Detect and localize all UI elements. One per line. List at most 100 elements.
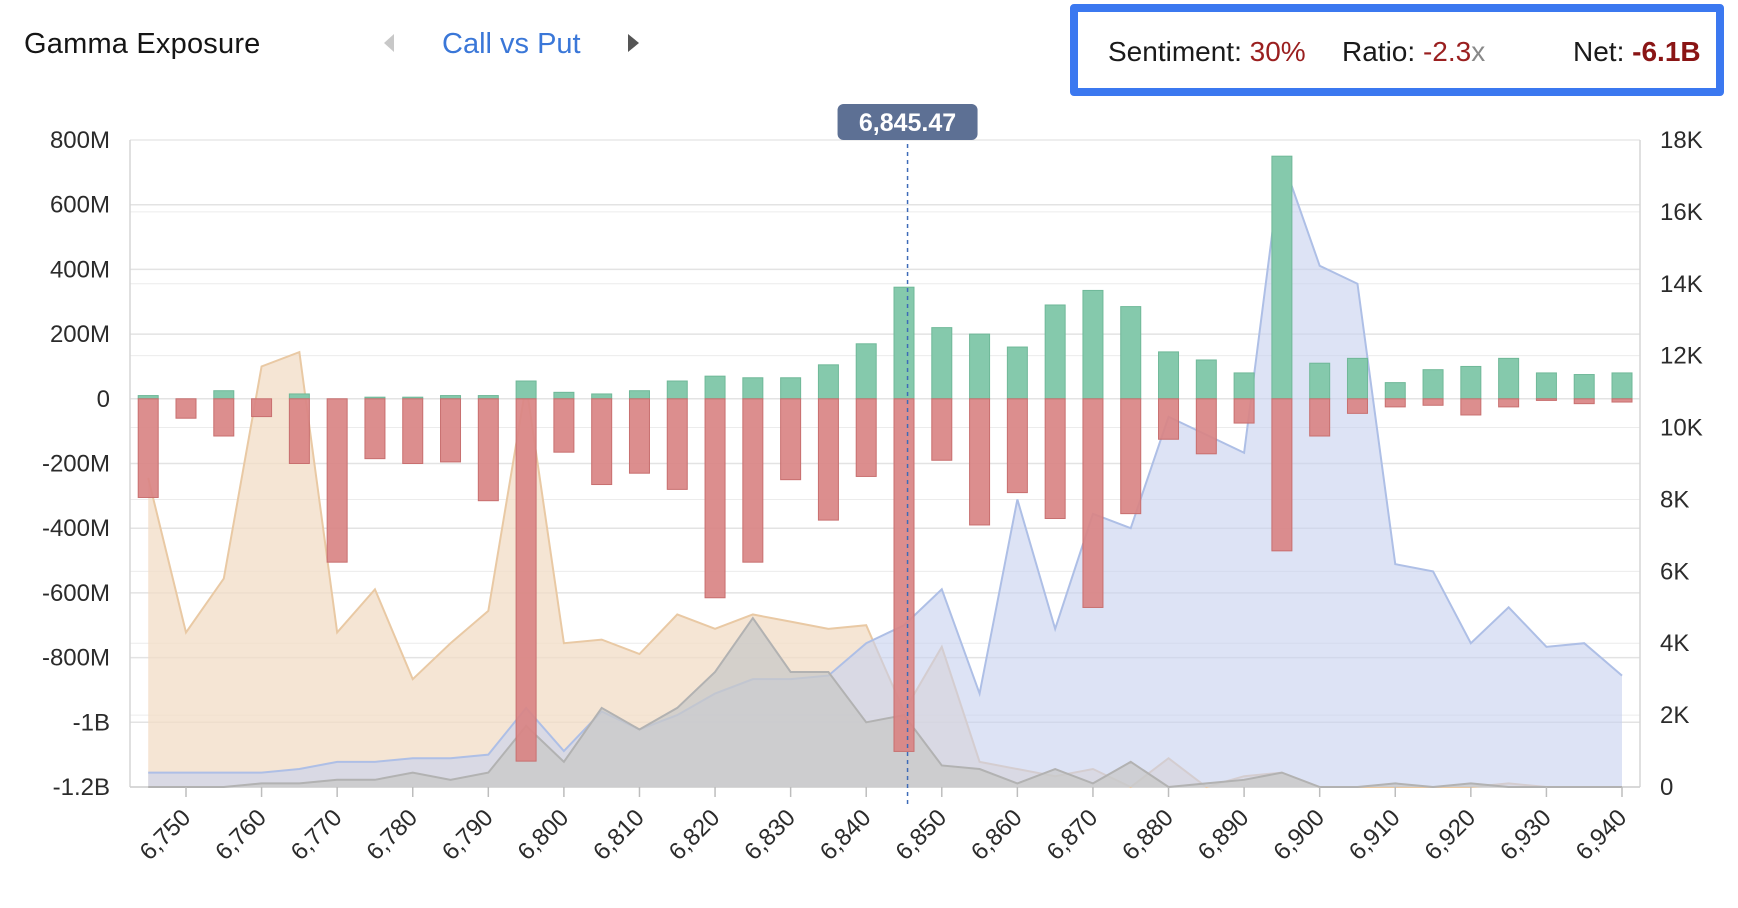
x-tick-label: 6,810: [588, 804, 650, 866]
put-gamma-bar: [704, 398, 726, 599]
y-left-tick-label: 400M: [50, 256, 110, 283]
x-tick-label: 6,870: [1042, 804, 1104, 866]
put-gamma-bar: [780, 398, 802, 481]
put-gamma-bar: [1082, 398, 1104, 608]
put-gamma-bar: [364, 398, 386, 460]
sentiment-label: Sentiment:: [1108, 36, 1242, 67]
x-tick-label: 6,880: [1117, 804, 1179, 866]
put-gamma-bar: [175, 398, 197, 419]
x-tick-label: 6,770: [286, 804, 348, 866]
put-gamma-bar: [1422, 398, 1444, 406]
ratio-label: Ratio:: [1342, 36, 1416, 67]
nav-prev-arrow-icon[interactable]: [384, 34, 394, 52]
call-gamma-bar: [213, 390, 235, 400]
call-gamma-bar: [780, 377, 802, 400]
net-value: -6.1B: [1632, 36, 1701, 67]
call-gamma-bar: [969, 333, 991, 400]
put-gamma-bar: [817, 398, 839, 521]
y-left-tick-label: 0: [97, 386, 110, 413]
y-right-tick-label: 16K: [1660, 199, 1703, 226]
y-left-tick-label: 200M: [50, 321, 110, 348]
x-tick-label: 6,850: [890, 804, 952, 866]
y-right-tick-label: 0: [1660, 774, 1673, 801]
x-tick-label: 6,910: [1344, 804, 1406, 866]
y-left-tick-label: -1.2B: [53, 774, 110, 801]
current-price-label: 6,845.47: [859, 109, 956, 137]
y-right-tick-label: 2K: [1660, 702, 1689, 729]
put-gamma-bar: [1611, 398, 1633, 403]
call-gamma-bar: [1422, 369, 1444, 400]
call-gamma-bar: [288, 393, 310, 400]
x-tick-label: 6,760: [210, 804, 272, 866]
x-tick-label: 6,750: [135, 804, 197, 866]
put-gamma-bar: [515, 398, 537, 762]
call-gamma-bar: [1384, 382, 1406, 400]
put-gamma-bar: [1195, 398, 1217, 455]
x-tick-label: 6,860: [966, 804, 1028, 866]
put-gamma-bar: [1006, 398, 1028, 494]
x-tick-label: 6,840: [815, 804, 877, 866]
put-gamma-bar: [591, 398, 613, 486]
y-left-tick-label: -200M: [42, 451, 110, 478]
chart-title: Gamma Exposure: [24, 28, 261, 60]
y-left-tick-label: -400M: [42, 515, 110, 542]
chart-mode-link[interactable]: Call vs Put: [442, 28, 581, 60]
volume-line: [148, 616, 1622, 789]
nav-next-arrow-icon[interactable]: [628, 34, 639, 52]
put-gamma-bar: [553, 398, 575, 453]
put-gamma-bar: [742, 398, 764, 563]
put-gamma-bar: [1460, 398, 1482, 416]
call-gamma-bar: [628, 390, 650, 400]
y-left-tick-label: -800M: [42, 645, 110, 672]
y-right-tick-label: 4K: [1660, 630, 1689, 657]
put-gamma-bar: [288, 398, 310, 464]
call-open-interest-line: [148, 157, 1623, 774]
put-gamma-bar: [440, 398, 462, 463]
y-left-tick-label: 600M: [50, 192, 110, 219]
y-right-tick-label: 8K: [1660, 486, 1689, 513]
call-gamma-bar: [553, 391, 575, 400]
y-right-tick-label: 18K: [1660, 127, 1703, 154]
put-gamma-bar: [931, 398, 953, 461]
x-tick-label: 6,940: [1571, 804, 1633, 866]
call-gamma-bar: [1498, 357, 1520, 400]
put-gamma-bar: [1573, 398, 1595, 405]
put-gamma-bar: [251, 398, 273, 418]
x-tick-label: 6,900: [1268, 804, 1330, 866]
y-left-tick-label: -600M: [42, 580, 110, 607]
x-tick-label: 6,820: [664, 804, 726, 866]
call-gamma-bar: [591, 393, 613, 400]
call-gamma-bar: [1044, 304, 1066, 400]
put-gamma-bar: [213, 398, 235, 437]
put-gamma-bar: [1535, 398, 1557, 401]
x-tick-label: 6,890: [1193, 804, 1255, 866]
current-price-badge: [837, 104, 978, 140]
put-gamma-bar: [402, 398, 424, 464]
call-gamma-bar: [855, 343, 877, 400]
put-gamma-bar: [1384, 398, 1406, 408]
y-right-tick-label: 14K: [1660, 271, 1703, 298]
x-tick-label: 6,800: [513, 804, 575, 866]
net-label: Net:: [1573, 36, 1625, 67]
put-gamma-bar: [1309, 398, 1331, 437]
call-gamma-bar: [1082, 289, 1104, 400]
y-right-tick-label: 6K: [1660, 558, 1689, 585]
put-gamma-bar: [893, 398, 915, 752]
call-gamma-bar: [666, 380, 688, 400]
stats-panel: Sentiment: 30% Ratio: -2.3x Net: -6.1B: [1070, 4, 1724, 96]
call-gamma-bar: [1006, 346, 1028, 400]
call-gamma-bar: [1573, 374, 1595, 400]
y-right-tick-label: 10K: [1660, 415, 1703, 442]
put-gamma-bar: [628, 398, 650, 474]
x-tick-label: 6,930: [1495, 804, 1557, 866]
net-stat: Net: -6.1B: [1573, 36, 1701, 68]
put-gamma-bar: [1346, 398, 1368, 414]
put-gamma-bar: [1271, 398, 1293, 552]
x-tick-label: 6,830: [739, 804, 801, 866]
call-gamma-bar: [1346, 357, 1368, 400]
call-gamma-bar: [704, 375, 726, 400]
sentiment-value: 30%: [1249, 36, 1306, 67]
call-gamma-bar: [1195, 359, 1217, 400]
put-gamma-bar: [137, 398, 159, 498]
